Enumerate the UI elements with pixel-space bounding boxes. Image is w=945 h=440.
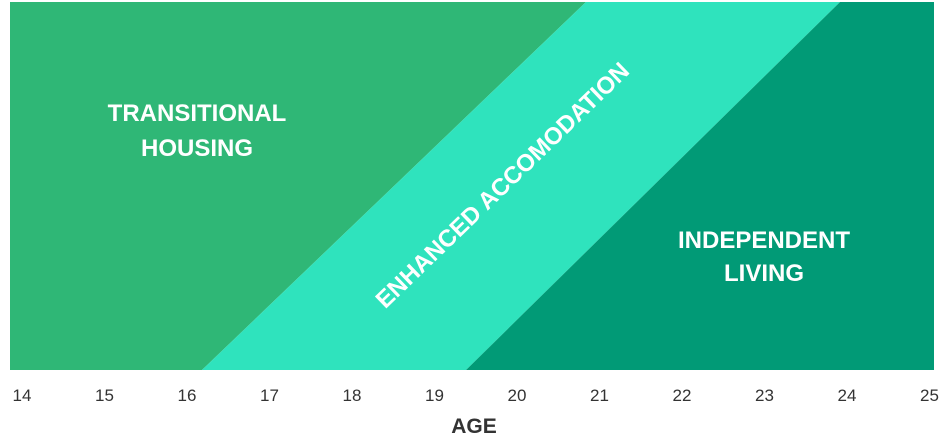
age-axis-title: AGE — [451, 415, 497, 438]
independent-living-label: INDEPENDENT — [678, 227, 850, 254]
enhanced-accomodation-band — [202, 2, 840, 370]
independent-living-band — [466, 2, 934, 370]
age-axis-ticks: 14 15 16 17 18 19 20 21 22 23 24 25 — [13, 386, 939, 405]
transitional-housing-label-line2: HOUSING — [141, 135, 253, 162]
age-tick-21: 21 — [590, 386, 609, 405]
age-tick-18: 18 — [343, 386, 362, 405]
age-tick-23: 23 — [755, 386, 774, 405]
independent-living-label-line2: LIVING — [724, 260, 804, 287]
age-tick-20: 20 — [508, 386, 527, 405]
age-tick-17: 17 — [260, 386, 279, 405]
transitional-housing-label: TRANSITIONAL — [108, 100, 287, 127]
age-tick-16: 16 — [178, 386, 197, 405]
transitional-housing-band — [10, 2, 586, 370]
age-tick-19: 19 — [425, 386, 444, 405]
age-tick-15: 15 — [95, 386, 114, 405]
age-tick-25: 25 — [920, 386, 939, 405]
age-tick-24: 24 — [838, 386, 857, 405]
age-tick-14: 14 — [13, 386, 32, 405]
age-tick-22: 22 — [673, 386, 692, 405]
